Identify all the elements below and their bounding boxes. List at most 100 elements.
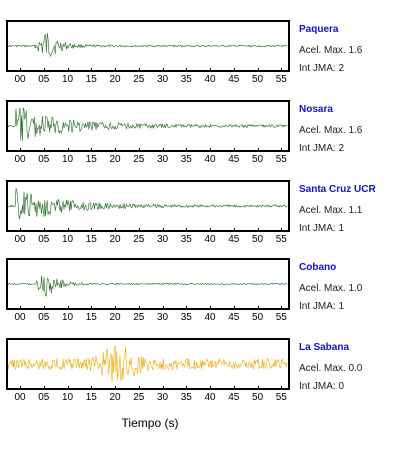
tick-mark [162, 228, 164, 232]
tick-label: 30 [156, 392, 169, 403]
tick-mark [115, 386, 116, 390]
tick-mark [43, 148, 45, 152]
tick-mark [257, 68, 259, 72]
tick-mark [91, 68, 93, 72]
tick-mark [281, 228, 283, 232]
tick-label: 55 [275, 154, 287, 165]
seismogram-plot [6, 258, 290, 310]
tick-mark [67, 386, 69, 390]
station-name: La Sabana [299, 342, 350, 353]
tick-label: 35 [180, 234, 192, 245]
tick-mark [20, 68, 21, 72]
tick-mark [67, 306, 69, 310]
tick-mark [43, 228, 45, 232]
x-axis-title: Tiempo (s) [121, 416, 179, 430]
tick-label: 15 [85, 234, 97, 245]
jma-intensity: Int JMA: 0 [299, 381, 345, 392]
tick-label: 25 [133, 74, 145, 85]
tick-label: 50 [251, 234, 264, 245]
tick-mark [138, 68, 140, 72]
tick-label: 45 [228, 154, 240, 165]
tick-mark [67, 228, 69, 232]
waveform-trace [8, 107, 288, 141]
tick-mark [210, 68, 211, 72]
max-acceleration: Acel. Max. 1.6 [299, 45, 363, 56]
tick-label: 35 [180, 154, 192, 165]
time-axis: 00 05 10 15 20 25 30 35 40 45 50 55 [0, 228, 300, 248]
tick-mark [233, 386, 235, 390]
tick-label: 00 [14, 392, 26, 403]
tick-label: 00 [14, 74, 26, 85]
tick-label: 45 [228, 234, 240, 245]
tick-label: 45 [228, 392, 240, 403]
tick-label: 40 [204, 312, 216, 323]
tick-label: 05 [38, 74, 50, 85]
tick-mark [233, 228, 235, 232]
tick-mark [162, 148, 164, 152]
tick-label: 05 [38, 234, 50, 245]
tick-mark [115, 148, 116, 152]
tick-mark [210, 228, 211, 232]
tick-mark [115, 68, 116, 72]
tick-mark [233, 306, 235, 310]
tick-mark [210, 306, 211, 310]
max-acceleration: Acel. Max. 0.0 [299, 363, 363, 374]
tick-label: 15 [85, 312, 97, 323]
tick-label: 15 [85, 392, 97, 403]
tick-label: 20 [109, 74, 121, 85]
tick-label: 20 [109, 154, 121, 165]
tick-mark [162, 68, 164, 72]
tick-mark [138, 306, 140, 310]
tick-label: 35 [180, 392, 192, 403]
tick-mark [257, 386, 259, 390]
tick-label: 45 [228, 312, 240, 323]
tick-label: 10 [61, 74, 74, 85]
tick-label: 50 [251, 312, 264, 323]
tick-label: 35 [180, 312, 192, 323]
tick-mark [281, 386, 283, 390]
tick-label: 30 [156, 154, 169, 165]
max-acceleration: Acel. Max. 1.1 [299, 205, 363, 216]
tick-label: 00 [14, 312, 26, 323]
tick-mark [43, 68, 45, 72]
waveform-trace [8, 32, 288, 57]
tick-label: 55 [275, 392, 287, 403]
tick-mark [210, 386, 211, 390]
tick-label: 55 [275, 312, 287, 323]
tick-label: 25 [133, 154, 145, 165]
tick-mark [20, 386, 21, 390]
tick-mark [281, 148, 283, 152]
tick-mark [162, 306, 164, 310]
tick-label: 30 [156, 312, 169, 323]
tick-mark [91, 386, 93, 390]
tick-label: 00 [14, 154, 26, 165]
time-axis: 00 05 10 15 20 25 30 35 40 45 50 55 [0, 68, 300, 88]
waveform-trace [8, 188, 288, 220]
tick-mark [233, 68, 235, 72]
tick-mark [67, 68, 69, 72]
tick-label: 05 [38, 312, 50, 323]
tick-label: 05 [38, 154, 50, 165]
tick-mark [186, 386, 188, 390]
tick-mark [43, 386, 45, 390]
tick-label: 55 [275, 234, 287, 245]
tick-label: 15 [85, 154, 97, 165]
tick-mark [138, 386, 140, 390]
tick-label: 10 [61, 154, 74, 165]
tick-label: 40 [204, 154, 216, 165]
station-name: Paquera [299, 24, 339, 35]
tick-label: 20 [109, 234, 121, 245]
seismogram-plot [6, 100, 290, 152]
jma-intensity: Int JMA: 2 [299, 63, 345, 74]
tick-label: 00 [14, 234, 26, 245]
tick-mark [43, 306, 45, 310]
tick-label: 10 [61, 234, 74, 245]
max-acceleration: Acel. Max. 1.0 [299, 283, 363, 294]
tick-mark [67, 148, 69, 152]
tick-mark [186, 306, 188, 310]
tick-mark [138, 148, 140, 152]
tick-label: 20 [109, 392, 121, 403]
station-name: Santa Cruz UCR [299, 184, 376, 195]
tick-mark [257, 148, 259, 152]
tick-mark [115, 306, 116, 310]
